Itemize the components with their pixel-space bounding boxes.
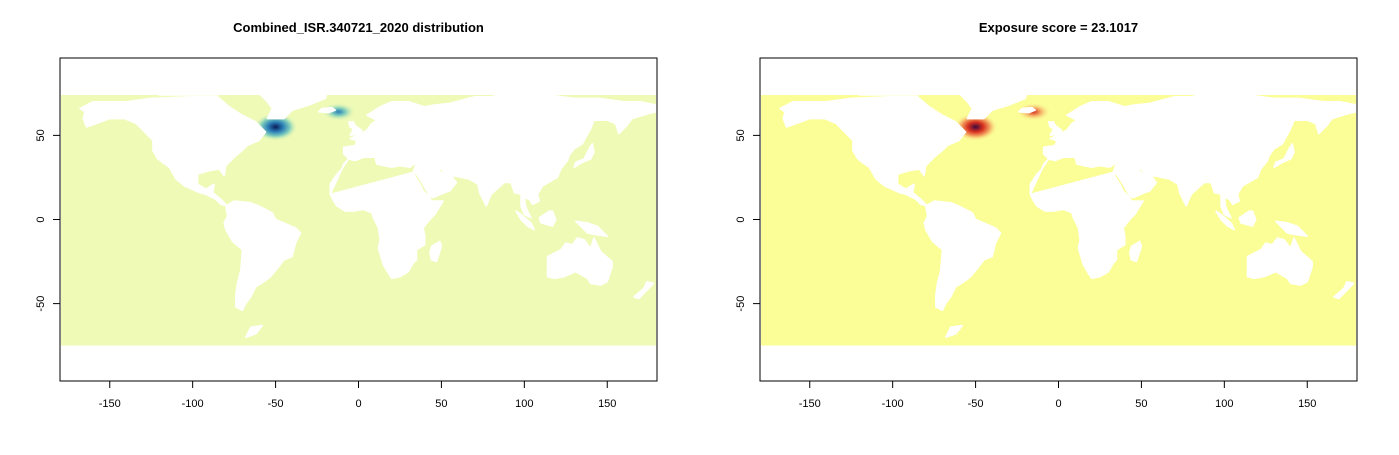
land-mask xyxy=(574,220,609,238)
land-mask xyxy=(415,161,458,199)
x-tick-label: 100 xyxy=(515,398,533,410)
x-tick-label: -100 xyxy=(882,398,904,410)
left-map-title: Combined_ISR.340721_2020 distribution xyxy=(233,20,484,35)
x-tick-label: -150 xyxy=(799,398,821,410)
y-tick-label: 50 xyxy=(735,129,747,141)
x-tick-label: -150 xyxy=(99,398,121,410)
land-mask xyxy=(1215,210,1236,231)
land-mask xyxy=(1238,210,1257,227)
right-map-panel: Exposure score = 23.1017 -150 -100 -50 0 50 1… xyxy=(700,0,1399,455)
land-mask xyxy=(633,280,655,300)
land-mask xyxy=(354,117,429,159)
x-tick-label: 150 xyxy=(598,398,616,410)
land-mask xyxy=(1047,121,1063,137)
land-mask xyxy=(223,200,302,312)
land-mask xyxy=(317,106,337,114)
land-mask xyxy=(347,121,363,137)
land-mask xyxy=(1054,117,1129,159)
land-mask xyxy=(944,324,964,339)
x-tick-label: 150 xyxy=(1298,398,1316,410)
y-tick-label: 0 xyxy=(35,216,47,222)
land-mask xyxy=(1029,171,1144,280)
north-blank xyxy=(761,59,1356,96)
south-blank xyxy=(61,345,656,380)
land-mask xyxy=(779,95,967,207)
land-mask xyxy=(1017,106,1037,114)
left-map-panel: Combined_ISR.340721_2020 distribution -1… xyxy=(0,0,699,455)
right-map-title: Exposure score = 23.1017 xyxy=(978,20,1139,35)
land-mask xyxy=(923,200,1002,312)
x-tick-label: -100 xyxy=(182,398,204,410)
land-mask xyxy=(329,171,444,280)
land-mask xyxy=(1115,161,1158,199)
x-tick-label: 50 xyxy=(1135,398,1147,410)
land-mask xyxy=(1246,237,1313,286)
x-tick-label: -50 xyxy=(268,398,284,410)
land-mask xyxy=(546,237,613,286)
x-tick-label: 0 xyxy=(355,398,361,410)
land-mask xyxy=(573,143,595,169)
x-tick-label: -50 xyxy=(968,398,984,410)
x-tick-label: 100 xyxy=(1215,398,1233,410)
hotspot xyxy=(1016,102,1051,121)
land-mask xyxy=(1274,220,1309,238)
y-tick-label: -50 xyxy=(35,296,47,312)
land-mask xyxy=(79,95,267,207)
land-mask xyxy=(1333,280,1355,300)
y-tick-label: 50 xyxy=(35,129,47,141)
land-mask xyxy=(538,210,557,227)
x-tick-label: 0 xyxy=(1055,398,1061,410)
left-map-plot: -150 -100 -50 0 50 100 150 -50 0 50 xyxy=(35,57,658,410)
land-mask xyxy=(244,324,264,339)
land-mask xyxy=(1273,143,1295,169)
land-mask xyxy=(1129,240,1143,263)
right-map-plot: -150 -100 -50 0 50 100 150 -50 0 50 xyxy=(735,57,1358,410)
land-mask xyxy=(515,210,536,231)
north-blank xyxy=(61,59,656,96)
land-mask xyxy=(429,240,443,263)
y-tick-label: -50 xyxy=(735,296,747,312)
x-tick-label: 50 xyxy=(435,398,447,410)
y-tick-label: 0 xyxy=(735,216,747,222)
south-blank xyxy=(761,345,1356,380)
